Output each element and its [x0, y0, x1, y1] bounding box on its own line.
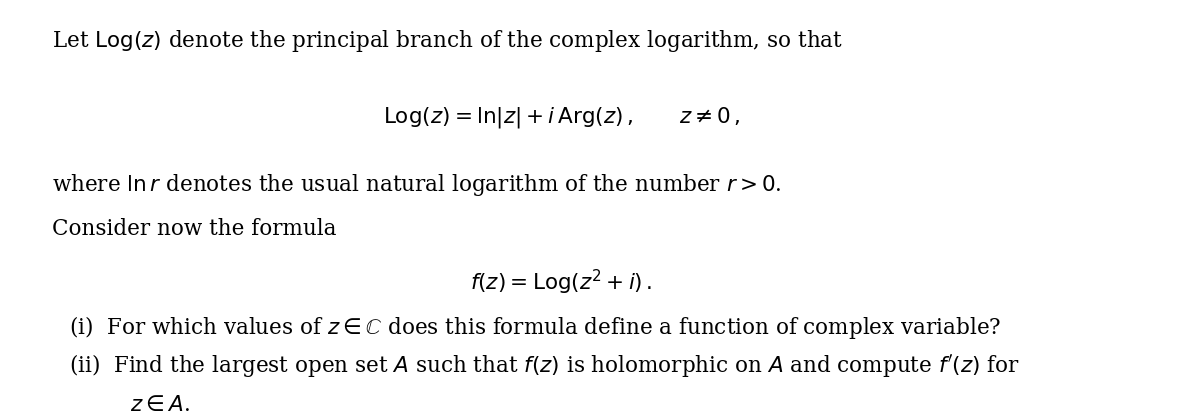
Text: (i)  For which values of $z \in \mathbb{C}$ does this formula define a function : (i) For which values of $z \in \mathbb{C… — [68, 314, 1001, 341]
Text: (ii)  Find the largest open set $A$ such that $f(z)$ is holomorphic on $A$ and c: (ii) Find the largest open set $A$ such … — [68, 352, 1020, 379]
Text: $\mathrm{Log}(z) = \ln|z| + i\,\mathrm{Arg}(z)\,, \qquad z \neq 0\,,$: $\mathrm{Log}(z) = \ln|z| + i\,\mathrm{A… — [383, 105, 740, 130]
Text: Let $\mathrm{Log}(z)$ denote the principal branch of the complex logarithm, so t: Let $\mathrm{Log}(z)$ denote the princip… — [52, 28, 842, 54]
Text: $f(z) = \mathrm{Log}(z^2 + i)\,.$: $f(z) = \mathrm{Log}(z^2 + i)\,.$ — [470, 268, 653, 297]
Text: $z \in A$.: $z \in A$. — [131, 394, 190, 416]
Text: Consider now the formula: Consider now the formula — [52, 218, 336, 240]
Text: where $\ln r$ denotes the usual natural logarithm of the number $r > 0$.: where $\ln r$ denotes the usual natural … — [52, 172, 781, 198]
